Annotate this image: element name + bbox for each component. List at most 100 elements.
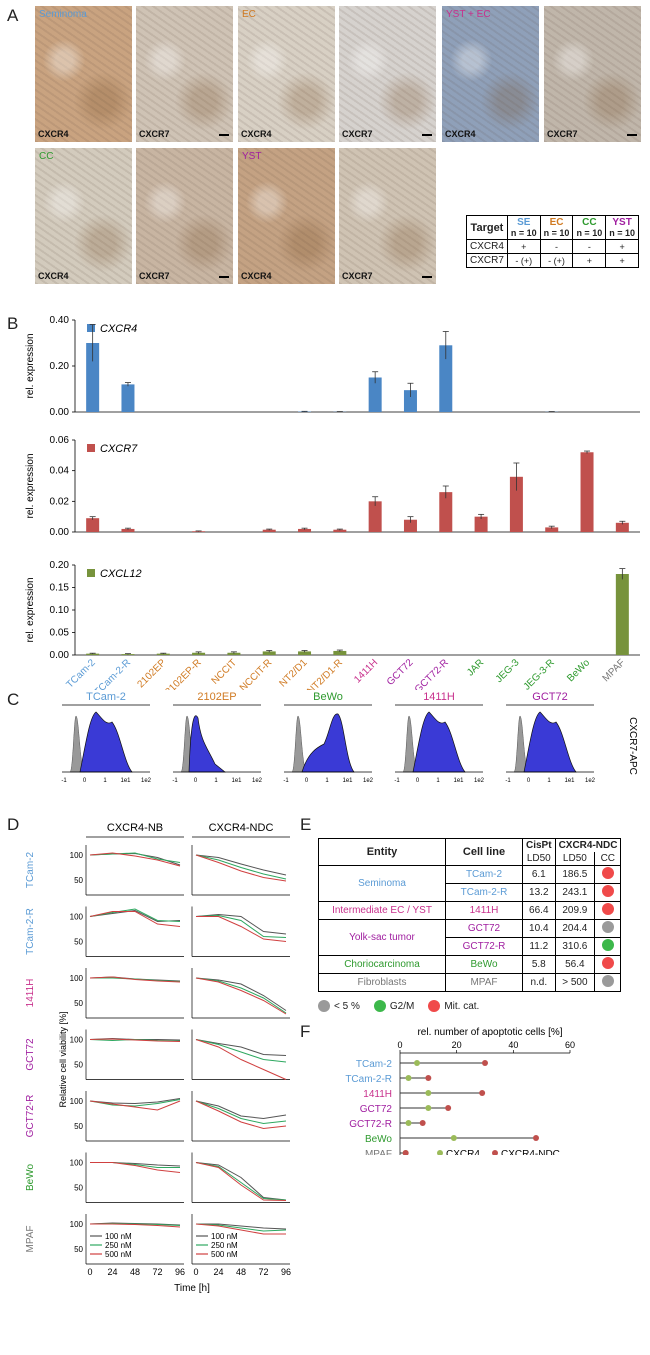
viability-plot: 50 100 (70, 906, 184, 957)
scale-bar (422, 134, 432, 136)
entity-cell: Yolk-sac tumor (318, 919, 446, 956)
ndc-point (425, 1075, 432, 1081)
viability-line (195, 1039, 287, 1056)
y-tick-label: 100 (70, 913, 84, 922)
histogram-title: BeWo (313, 691, 343, 703)
viability-line (195, 1223, 286, 1235)
entity-cell: Intermediate EC / YST (318, 901, 446, 920)
viability-plot: 50 100 (70, 1214, 184, 1265)
viability-line (90, 1162, 181, 1173)
viability-plot: 50 100 (70, 1091, 184, 1142)
x-tick-label: 96 (175, 1267, 185, 1277)
tumor-type-label: YST (242, 151, 262, 162)
legend-swatch (87, 444, 95, 452)
expression-bar-charts: 0.00 0.20 0.40 rel. expression CXCR4 0.00 0.02… (25, 315, 640, 690)
viability-plot (191, 1091, 290, 1142)
bar (86, 343, 100, 412)
cispt-header: CisPt (522, 838, 556, 852)
legend-dot (428, 1000, 441, 1012)
marker-label: CXCR7 (139, 271, 170, 281)
status-dot (601, 957, 614, 969)
viability-line (89, 976, 181, 983)
y-tick-label: 100 (70, 1036, 84, 1045)
viability-line (195, 854, 287, 876)
cispt-ld50-cell: n.d. (522, 973, 556, 992)
histogram-title: 1411H (423, 691, 455, 703)
viability-line (89, 908, 181, 922)
micrograph-cxcr4: EC CXCR4 (238, 6, 335, 142)
micrograph-cxcr4: CC CXCR4 (35, 148, 132, 284)
x-tick-label: 0 (527, 778, 531, 784)
status-dot (601, 939, 614, 951)
cell: - (539, 239, 574, 254)
viability-line (195, 977, 287, 1011)
viability-curves: CXCR4-NB CXCR4-NDC TCam-2 50 100 TCam-2-R 50 10… (25, 822, 291, 1294)
ndc-header: CXCR4-NDC (554, 838, 622, 852)
y-tick-label: 0.04 (50, 466, 70, 477)
cxcr4-point (405, 1075, 412, 1081)
legend-label: 500 nM (105, 1250, 132, 1259)
column-title: CXCR4-NDC (209, 822, 274, 834)
legend-label: CXCL12 (100, 568, 142, 580)
bar (368, 377, 382, 412)
legend-label: G2/M (389, 1000, 415, 1012)
x-tick-label: 2102EP (135, 657, 168, 690)
row-cxcr7-label: CXCR7 (466, 253, 508, 268)
y-tick-label: 0.05 (50, 628, 70, 639)
viability-line (196, 1223, 287, 1230)
cell-cycle-cell (594, 883, 622, 902)
chart-title: rel. number of apoptotic cells [%] (417, 1027, 562, 1038)
ndc-point (402, 1150, 409, 1155)
y-tick-label: 50 (74, 999, 83, 1008)
micrograph-cxcr7: CXCR7 (544, 6, 641, 142)
viability-line (195, 977, 287, 1015)
cell-line-header: Cell line (445, 838, 523, 866)
bar (509, 476, 523, 532)
bar (192, 531, 206, 532)
viability-line (89, 909, 181, 923)
marker-label: CXCR7 (139, 129, 170, 139)
category-label: 1411H (363, 1089, 392, 1100)
x-tick-label: 48 (130, 1267, 140, 1277)
viability-line (195, 977, 287, 1014)
cxcr4-point (450, 1135, 457, 1141)
bar (192, 652, 206, 655)
panel-b-label: B (7, 314, 19, 333)
y-axis-label: rel. expression (25, 453, 36, 518)
cell: - (572, 239, 607, 254)
histogram-gct72: GCT72 -1 0 1 1e1 1e2 (505, 691, 595, 784)
bar (439, 345, 453, 412)
x-tick-label: 72 (258, 1267, 268, 1277)
ihc-summary-table: Target SE n = 10 EC n = 10 CC n = 10 YST n =… (466, 215, 639, 268)
row-label: GCT72 (25, 1038, 36, 1071)
table-row: Seminoma TCam-2 6.1 186.5 (318, 865, 622, 902)
cc-legend: < 5 % G2/M Mit. cat. (318, 1000, 493, 1012)
cc-sub: CC (594, 852, 622, 866)
x-tick-label: GCT72-R (413, 657, 451, 690)
x-tick-label: 60 (565, 1040, 575, 1050)
ndc-ld50-cell: 56.4 (554, 955, 596, 974)
cell-line-cell: GCT72 (445, 919, 523, 938)
panel-d-label: D (7, 815, 20, 834)
cell: - (+) (539, 253, 574, 268)
y-tick-label: 0.10 (50, 605, 70, 616)
row-label: TCam-2-R (25, 908, 36, 955)
x-tick-label: 1 (547, 778, 551, 784)
entity-cell: Choriocarcinoma (318, 955, 446, 974)
y-tick-label: 50 (74, 938, 83, 947)
viability-plot (191, 1214, 290, 1265)
viability-line (195, 1039, 287, 1080)
histogram-1411h: 1411H -1 0 1 1e1 1e2 (394, 691, 484, 784)
cxcr4-point (405, 1120, 412, 1126)
bar-chart-cxcl12: 0.00 0.05 0.10 0.15 0.20 rel. expression CXCL1… (25, 560, 640, 661)
x-tick-label: NCCIT-R (238, 657, 274, 690)
bar (298, 528, 312, 532)
bar (403, 519, 417, 532)
x-tick-label: 24 (107, 1267, 117, 1277)
ndc-ld50-cell: > 500 (554, 973, 596, 992)
ld50-sub: LD50 (522, 852, 556, 866)
bar (333, 650, 347, 655)
viability-line (195, 1039, 287, 1063)
cell-cycle-cell (594, 919, 622, 938)
bar (121, 384, 135, 412)
